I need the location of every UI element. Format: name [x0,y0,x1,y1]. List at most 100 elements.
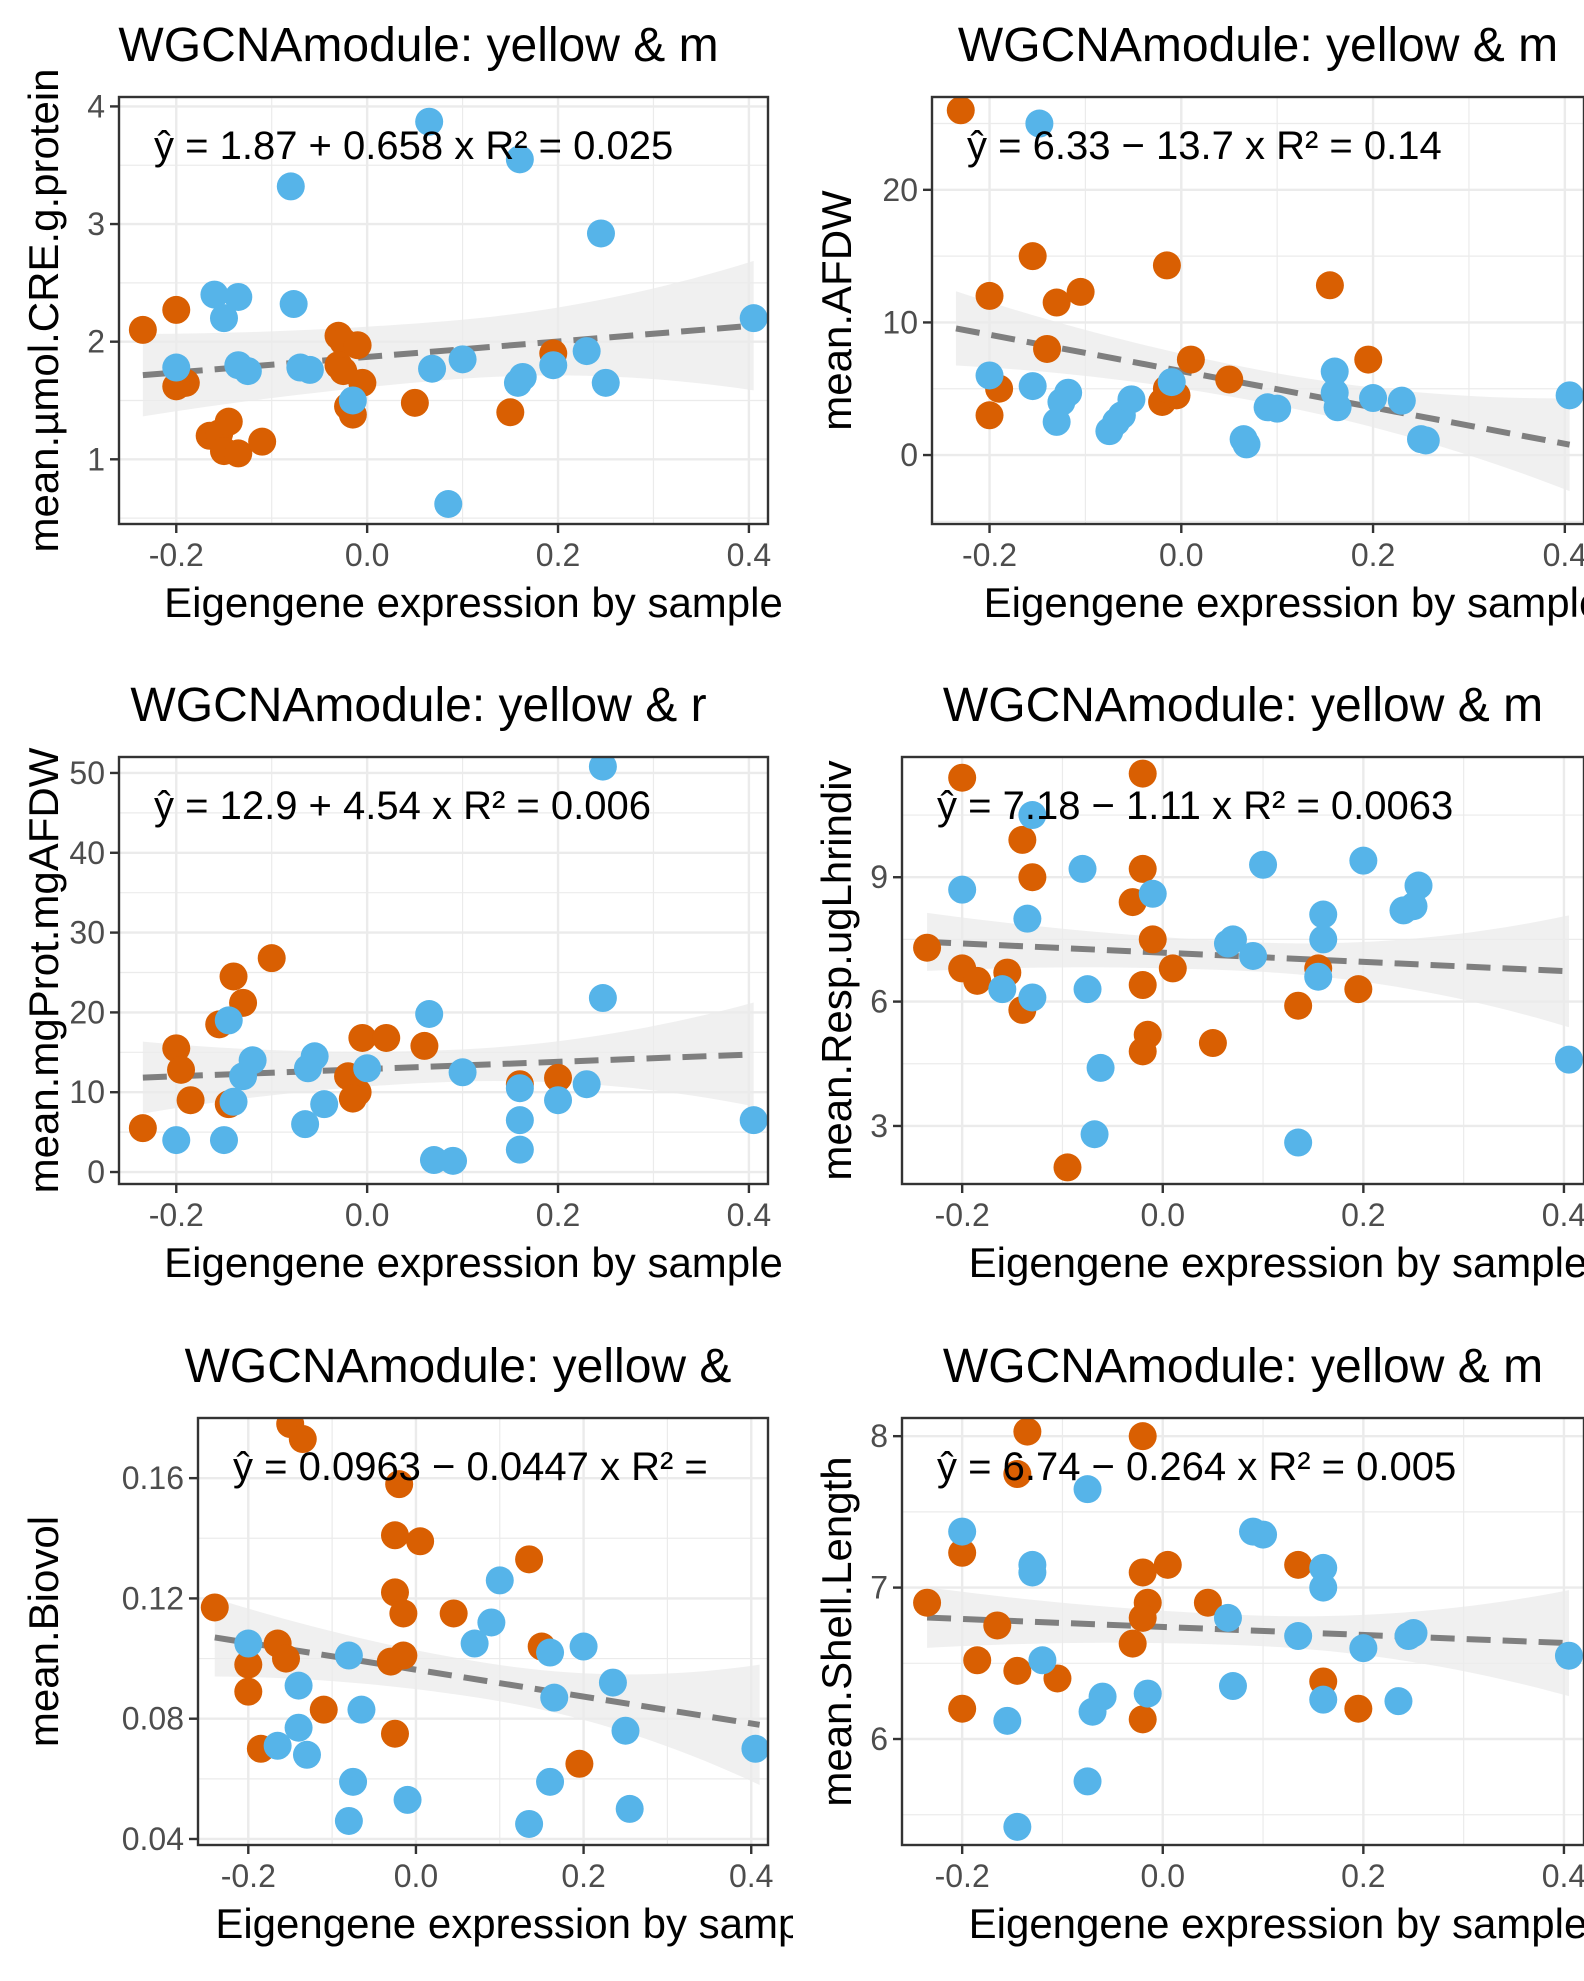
data-point [309,1695,338,1724]
data-point [248,427,277,456]
data-point [1128,1037,1157,1066]
y-tick-label: 0 [87,1154,105,1190]
regression-line [142,322,754,379]
data-point [288,1425,317,1454]
data-point [1213,1603,1242,1632]
data-point [1018,983,1047,1012]
data-point [515,1545,544,1574]
data-point [739,304,768,333]
data-point [1018,372,1047,401]
confidence-band [927,912,1569,1028]
panel-border [930,95,1584,526]
panel-title: WGCNAmodule: yellow & [185,1340,732,1393]
y-tick-label: 7 [870,1570,888,1606]
data-point [1013,904,1042,933]
data-point [536,1767,565,1796]
data-point [162,295,191,324]
data-point [389,1599,418,1628]
data-point [418,354,447,383]
data-point [234,1629,263,1658]
data-point [1158,954,1187,983]
panel-title: WGCNAmodule: yellow & m [958,19,1558,72]
y-tick-label: 6 [870,1721,888,1757]
data-point [1033,334,1062,363]
data-point [1128,971,1157,1000]
x-tick-label: -0.2 [935,1858,990,1894]
data-point [284,1671,313,1700]
data-point [348,1023,377,1052]
data-point [1349,1634,1378,1663]
data-point [1128,759,1157,788]
x-tick-label: 0.2 [536,1197,580,1233]
x-tick-label: -0.2 [149,1197,204,1233]
data-point [1198,1029,1227,1058]
data-point [739,1106,768,1135]
regression-equation: ŷ = 12.9 + 4.54 x R² = 0.006 [154,784,651,828]
data-point [1128,1603,1157,1632]
data-point [913,933,942,962]
y-axis-label: mean.Biovol [20,1516,67,1747]
data-point [1344,1694,1373,1723]
x-tick-label: 0.0 [1141,1858,1185,1894]
data-point [276,172,305,201]
y-axis-label: mean.Shell.Length [813,1456,860,1806]
data-point [1138,925,1167,954]
data-point [1309,925,1338,954]
data-point [234,1650,263,1679]
data-point [1018,242,1047,271]
data-point [393,1785,422,1814]
data-point [505,1135,534,1164]
data-point [1554,1641,1583,1670]
panel-border [900,755,1584,1186]
panel-title: WGCNAmodule: yellow & m [943,1340,1543,1393]
data-point [167,1055,196,1084]
data-point [1080,1120,1109,1149]
data-point [913,1588,942,1617]
data-point [415,107,444,136]
regression-equation: ŷ = 7.18 − 1.11 x R² = 0.0063 [937,784,1453,828]
data-point [1249,1520,1278,1549]
data-point [1349,846,1378,875]
data-point [1284,1128,1313,1157]
data-point [1153,1550,1182,1579]
x-tick-label: 0.4 [1543,537,1584,573]
data-point [460,1629,489,1658]
data-point [1354,345,1383,374]
data-point [263,1731,292,1760]
data-point [1315,271,1344,300]
x-tick-label: 0.4 [1542,1197,1584,1233]
x-axis-label: Eigengene expression by sample [984,579,1584,626]
y-axis-label: mean.AFDW [813,190,860,431]
data-point [741,1734,768,1763]
data-point [948,763,977,792]
data-point [400,388,429,417]
y-tick-label: 20 [882,172,918,208]
data-point [415,999,444,1028]
data-point [128,1114,157,1143]
data-point [214,1006,243,1035]
data-point [162,1126,191,1155]
y-tick-label: 0.12 [122,1580,184,1616]
data-point [948,1694,977,1723]
y-axis-label: mean.µmol.CRE.g.protein [20,68,67,552]
data-point [1555,381,1584,410]
x-tick-label: 0.0 [1141,1197,1185,1233]
data-point [1284,1622,1313,1651]
regression-line [142,1051,754,1081]
x-tick-label: -0.2 [149,537,204,573]
data-point [485,1566,514,1595]
data-point [334,1641,363,1670]
data-point [219,962,248,991]
data-point [1309,900,1338,929]
data-point [1320,357,1349,386]
data-point [963,966,992,995]
data-point [1018,1558,1047,1587]
data-point [1218,1672,1247,1701]
panel-3: WGCNAmodule: yellow & r ŷ = 12.9 + 4.54 x… [20,679,783,1286]
data-point [279,290,308,319]
data-point [1213,929,1242,958]
data-point [292,1740,321,1769]
data-point [477,1608,506,1637]
data-point [1239,941,1268,970]
y-tick-label: 8 [870,1418,888,1454]
